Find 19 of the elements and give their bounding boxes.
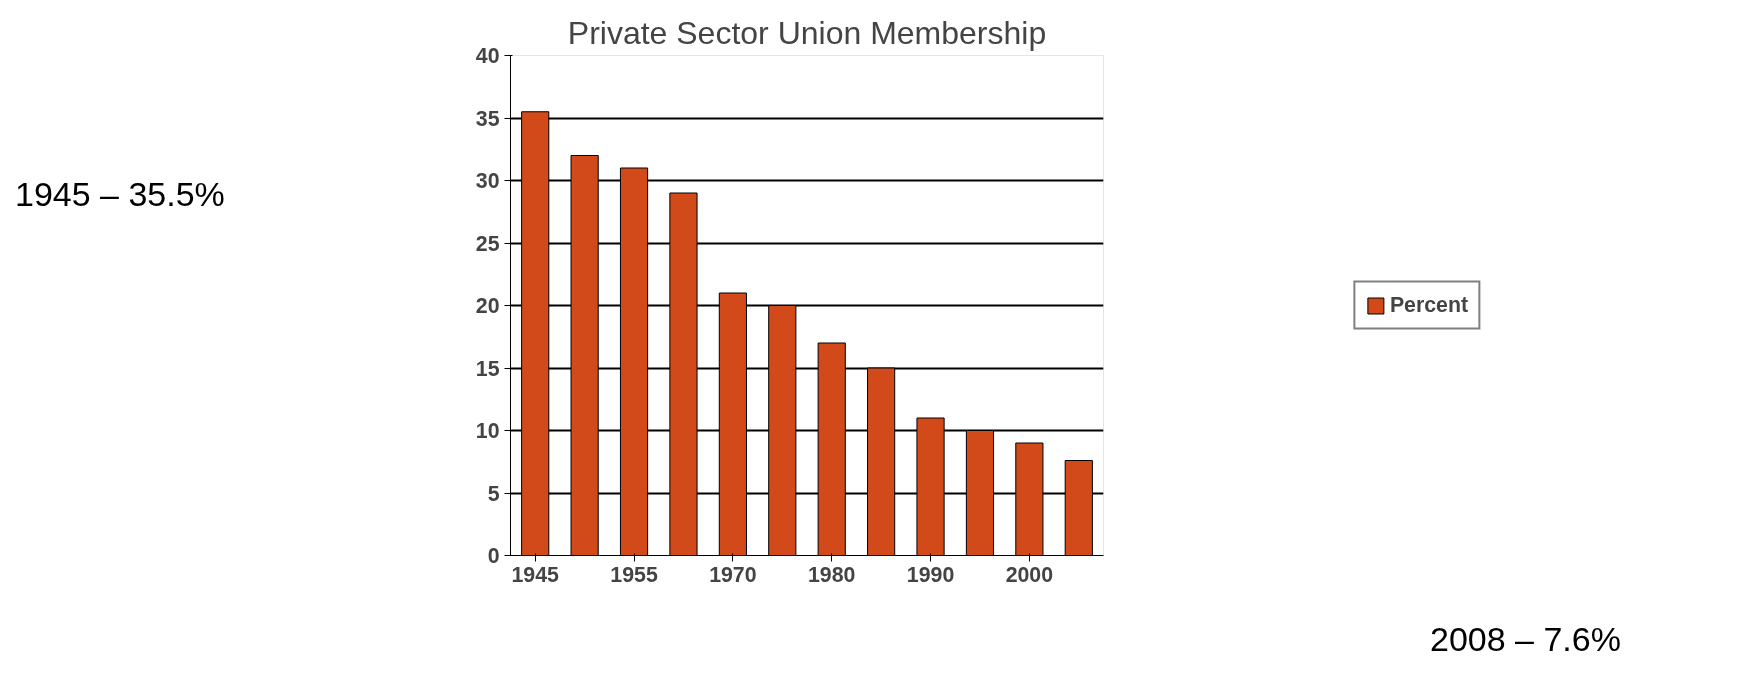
x-tick-label: 1970: [709, 562, 757, 587]
x-tick-label: 1945: [511, 562, 560, 587]
legend-label: Percent: [1389, 292, 1469, 318]
text: 2008 – 7.6%: [1430, 619, 1621, 660]
text: 1945 – 35.5%: [15, 174, 225, 215]
x-tick-label: 1990: [906, 562, 955, 587]
x-tick-label: 2000: [1005, 562, 1054, 587]
y-tick-label: 15: [475, 356, 500, 381]
x-tick-label: 1980: [807, 562, 856, 587]
chart-title: Private Sector Union Membership: [567, 14, 1047, 51]
y-tick-label: 30: [475, 169, 500, 193]
y-tick-label: 0: [487, 544, 500, 568]
y-tick-label: 40: [475, 44, 500, 68]
y-tick-label: 10: [475, 419, 500, 443]
y-tick-label: 20: [475, 294, 500, 318]
y-tick-label: 25: [475, 231, 500, 256]
x-tick-label: 1955: [610, 562, 658, 587]
y-tick-label: 5: [487, 481, 500, 506]
y-tick-label: 35: [475, 106, 500, 131]
